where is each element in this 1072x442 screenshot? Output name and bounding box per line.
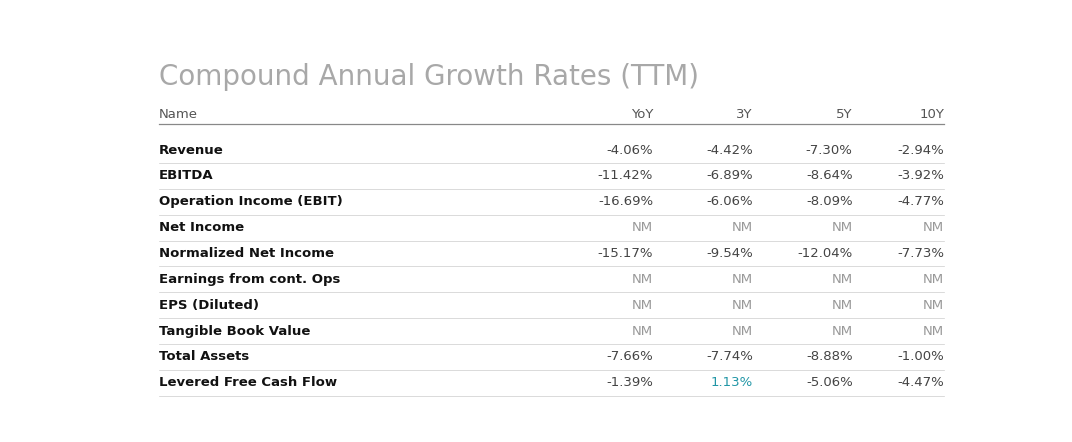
Text: -15.17%: -15.17% <box>598 247 653 260</box>
Text: 10Y: 10Y <box>919 108 944 121</box>
Text: -8.64%: -8.64% <box>806 169 852 183</box>
Text: -1.39%: -1.39% <box>607 376 653 389</box>
Text: Levered Free Cash Flow: Levered Free Cash Flow <box>159 376 337 389</box>
Text: 5Y: 5Y <box>836 108 852 121</box>
Text: -4.47%: -4.47% <box>897 376 944 389</box>
Text: EPS (Diluted): EPS (Diluted) <box>159 299 259 312</box>
Text: -8.88%: -8.88% <box>806 351 852 363</box>
Text: -1.00%: -1.00% <box>897 351 944 363</box>
Text: Net Income: Net Income <box>159 221 244 234</box>
Text: NM: NM <box>923 221 944 234</box>
Text: Compound Annual Growth Rates (TTM): Compound Annual Growth Rates (TTM) <box>159 63 699 91</box>
Text: -8.09%: -8.09% <box>806 195 852 208</box>
Text: NM: NM <box>632 324 653 338</box>
Text: -7.73%: -7.73% <box>897 247 944 260</box>
Text: NM: NM <box>923 299 944 312</box>
Text: -5.06%: -5.06% <box>806 376 852 389</box>
Text: YoY: YoY <box>631 108 653 121</box>
Text: -7.74%: -7.74% <box>706 351 753 363</box>
Text: NM: NM <box>632 273 653 286</box>
Text: NM: NM <box>832 273 852 286</box>
Text: NM: NM <box>732 221 753 234</box>
Text: Name: Name <box>159 108 198 121</box>
Text: Operation Income (EBIT): Operation Income (EBIT) <box>159 195 343 208</box>
Text: -3.92%: -3.92% <box>897 169 944 183</box>
Text: 1.13%: 1.13% <box>711 376 753 389</box>
Text: -11.42%: -11.42% <box>598 169 653 183</box>
Text: Normalized Net Income: Normalized Net Income <box>159 247 333 260</box>
Text: Earnings from cont. Ops: Earnings from cont. Ops <box>159 273 340 286</box>
Text: NM: NM <box>732 324 753 338</box>
Text: -16.69%: -16.69% <box>598 195 653 208</box>
Text: NM: NM <box>832 324 852 338</box>
Text: -4.06%: -4.06% <box>607 144 653 156</box>
Text: NM: NM <box>832 299 852 312</box>
Text: -6.89%: -6.89% <box>706 169 753 183</box>
Text: -2.94%: -2.94% <box>897 144 944 156</box>
Text: NM: NM <box>732 273 753 286</box>
Text: NM: NM <box>832 221 852 234</box>
Text: -12.04%: -12.04% <box>798 247 852 260</box>
Text: Revenue: Revenue <box>159 144 224 156</box>
Text: -7.30%: -7.30% <box>806 144 852 156</box>
Text: 3Y: 3Y <box>736 108 753 121</box>
Text: -9.54%: -9.54% <box>706 247 753 260</box>
Text: -6.06%: -6.06% <box>706 195 753 208</box>
Text: Tangible Book Value: Tangible Book Value <box>159 324 310 338</box>
Text: -4.42%: -4.42% <box>706 144 753 156</box>
Text: NM: NM <box>732 299 753 312</box>
Text: -4.77%: -4.77% <box>897 195 944 208</box>
Text: NM: NM <box>923 324 944 338</box>
Text: -7.66%: -7.66% <box>607 351 653 363</box>
Text: NM: NM <box>632 221 653 234</box>
Text: NM: NM <box>632 299 653 312</box>
Text: EBITDA: EBITDA <box>159 169 213 183</box>
Text: Total Assets: Total Assets <box>159 351 249 363</box>
Text: NM: NM <box>923 273 944 286</box>
